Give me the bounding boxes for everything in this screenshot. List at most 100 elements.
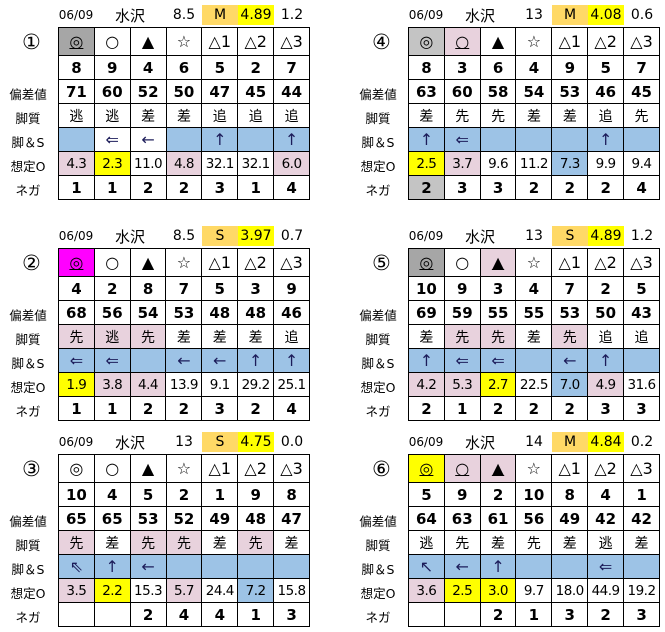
race-number: ② <box>22 251 41 275</box>
mark-cell: △1 <box>551 27 589 56</box>
grade-badge: S <box>552 226 588 246</box>
mark-symbol: △2 <box>594 253 617 272</box>
score-badge: 4.08 <box>588 5 624 25</box>
horse-number: 3 <box>443 55 481 80</box>
prediction-table: ◎ ○ ▲ ☆ △1 △2 △3 10 9 3 4 7 2 5 69 59 55 55 53 50 43 差先先差先追追 ↑… <box>408 248 660 421</box>
mark-symbol: △1 <box>558 253 581 272</box>
expected-odds-cell: 9.9 <box>587 151 625 176</box>
venue: 水沢 <box>464 433 495 452</box>
horse-number-row: 10 9 3 4 7 2 5 <box>408 276 660 301</box>
horse-number: 9 <box>273 276 310 301</box>
running-style-cell: 逃 <box>93 103 131 128</box>
venue: 水沢 <box>114 433 145 452</box>
mark-symbol: ☆ <box>176 459 192 478</box>
expected-odds-cell: 2.2 <box>93 578 131 603</box>
mark-cell: ☆ <box>165 248 203 277</box>
legs-speed-row: ↑ ⇐ ↑ <box>408 127 660 152</box>
legs-speed-cell <box>623 348 660 373</box>
deviation-row: 68 56 54 53 48 48 46 <box>58 300 310 325</box>
deviation-value: 68 <box>58 300 95 325</box>
negative-count-cell: 3 <box>587 396 625 421</box>
legs-speed-cell: ↑ <box>479 554 517 579</box>
legs-speed-cell: ⇖ <box>58 554 95 579</box>
expected-odds-cell: 7.0 <box>551 372 589 397</box>
negative-count-cell: 1 <box>58 396 95 421</box>
legs-speed-cell: ↑ <box>408 127 445 152</box>
horse-number: 7 <box>551 276 589 301</box>
mark-symbol: △2 <box>594 459 617 478</box>
legs-speed-cell <box>129 348 167 373</box>
expected-odds-cell: 31.6 <box>623 372 660 397</box>
expected-odds-row: 4.3 2.3 11.0 4.8 32.1 32.1 6.0 <box>58 151 310 176</box>
negative-count-cell: 2 <box>479 602 517 627</box>
mark-cell: ◎ <box>58 248 95 277</box>
running-style-cell: 追 <box>587 324 625 349</box>
running-style-cell: 先 <box>551 324 589 349</box>
negative-count-cell: 3 <box>551 602 589 627</box>
running-style-cell: 先 <box>443 530 481 555</box>
mark-cell: ◎ <box>58 27 95 56</box>
expected-odds-cell: 15.8 <box>273 578 310 603</box>
expected-odds-cell: 15.3 <box>129 578 167 603</box>
row-label: 脚質 <box>15 538 41 553</box>
running-style-cell: 逃 <box>58 103 95 128</box>
expected-odds-cell: 24.4 <box>201 578 239 603</box>
mark-cell: △1 <box>551 454 589 483</box>
race-number: ① <box>22 30 41 54</box>
legs-speed-cell: ↑ <box>408 348 445 373</box>
mark-cell: ○ <box>93 27 131 56</box>
running-style-cell: 先 <box>443 103 481 128</box>
expected-odds-cell: 7.3 <box>551 151 589 176</box>
grade-badge: S <box>202 226 238 246</box>
race-header: 06/09 水沢 14 M 4.84 0.2 <box>408 432 660 452</box>
negative-count-cell: 1 <box>93 396 131 421</box>
legs-speed-cell: ⇐ <box>479 348 517 373</box>
deviation-value: 50 <box>165 79 203 104</box>
row-label: 想定O <box>10 159 46 174</box>
expected-odds-cell: 3.0 <box>479 578 517 603</box>
mark-symbol: △3 <box>630 253 653 272</box>
field-size: 13 <box>525 228 543 244</box>
legs-speed-cell: ↑ <box>201 127 239 152</box>
deviation-value: 53 <box>551 300 589 325</box>
score-diff: 0.7 <box>280 228 304 244</box>
row-labels: 偏差値 脚質 脚＆S 想定O ネガ <box>350 304 406 424</box>
legs-speed-cell: ↑ <box>237 348 275 373</box>
row-label: 脚＆S <box>11 356 45 371</box>
negative-count-cell: 2 <box>165 396 203 421</box>
legs-speed-cell: ⇐ <box>443 127 481 152</box>
horse-number: 2 <box>587 276 625 301</box>
negative-count-cell: 4 <box>623 175 660 200</box>
mark-cell: △2 <box>237 454 275 483</box>
deviation-value: 54 <box>515 79 553 104</box>
legs-speed-cell <box>165 554 203 579</box>
expected-odds-cell: 4.2 <box>408 372 445 397</box>
deviation-value: 55 <box>515 300 553 325</box>
prediction-table: ◎ ○ ▲ ☆ △1 △2 △3 10 4 5 2 1 9 8 65 65 53 52 49 48 47 先差先先差先差 ⇖… <box>58 454 310 627</box>
row-label: 偏差値 <box>359 87 397 102</box>
deviation-value: 53 <box>129 506 167 531</box>
deviation-value: 54 <box>129 300 167 325</box>
negative-count-cell: 3 <box>623 396 660 421</box>
mark-symbol: ◎ <box>69 253 84 272</box>
running-style-cell: 先 <box>165 530 203 555</box>
running-style-cell: 先 <box>58 530 95 555</box>
row-label: 脚質 <box>365 111 391 126</box>
running-style-cell: 追 <box>273 324 310 349</box>
deviation-value: 53 <box>165 300 203 325</box>
running-style-cell: 差 <box>237 324 275 349</box>
expected-odds-cell: 5.7 <box>165 578 203 603</box>
row-label: 脚＆S <box>361 135 395 150</box>
marks-row: ◎ ○ ▲ ☆ △1 △2 △3 <box>408 27 660 56</box>
horse-number: 9 <box>93 55 131 80</box>
negative-count-cell: 4 <box>165 602 203 627</box>
mark-symbol: △1 <box>558 459 581 478</box>
running-style-cell: 差 <box>273 530 310 555</box>
deviation-value: 46 <box>587 79 625 104</box>
deviation-value: 56 <box>515 506 553 531</box>
